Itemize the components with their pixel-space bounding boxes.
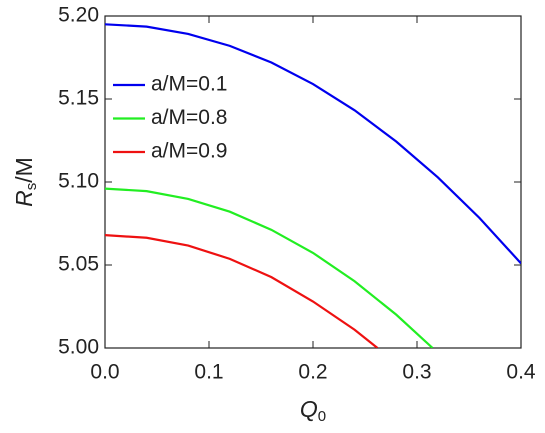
y-tick-label: 5.20 xyxy=(58,4,99,27)
x-axis-label: Q0 xyxy=(300,396,326,425)
y-axis-label: Rs/M xyxy=(11,157,40,207)
x-tick-label: 0.0 xyxy=(90,361,119,384)
x-label-sub: 0 xyxy=(318,408,326,425)
y-tick-label: 5.00 xyxy=(58,336,99,359)
series-line xyxy=(105,234,379,348)
legend-label: a/M=0.9 xyxy=(151,140,227,163)
y-label-rest: /M xyxy=(11,157,37,183)
x-tick-label: 0.3 xyxy=(402,361,431,384)
y-tick-label: 5.15 xyxy=(58,87,99,110)
y-label-sub: s xyxy=(23,183,40,191)
plot-frame xyxy=(104,15,522,349)
x-tick-label: 0.2 xyxy=(298,361,327,384)
x-label-main: Q xyxy=(300,396,318,422)
y-tick-label: 5.05 xyxy=(58,253,99,276)
series-line xyxy=(105,187,434,348)
x-tick-label: 0.1 xyxy=(194,361,223,384)
legend-label: a/M=0.8 xyxy=(151,106,227,129)
x-tick-label: 0.4 xyxy=(506,361,536,384)
legend-label: a/M=0.1 xyxy=(151,73,227,96)
series-line xyxy=(105,23,521,265)
y-tick-label: 5.10 xyxy=(58,170,99,193)
y-label-main: R xyxy=(11,190,37,207)
